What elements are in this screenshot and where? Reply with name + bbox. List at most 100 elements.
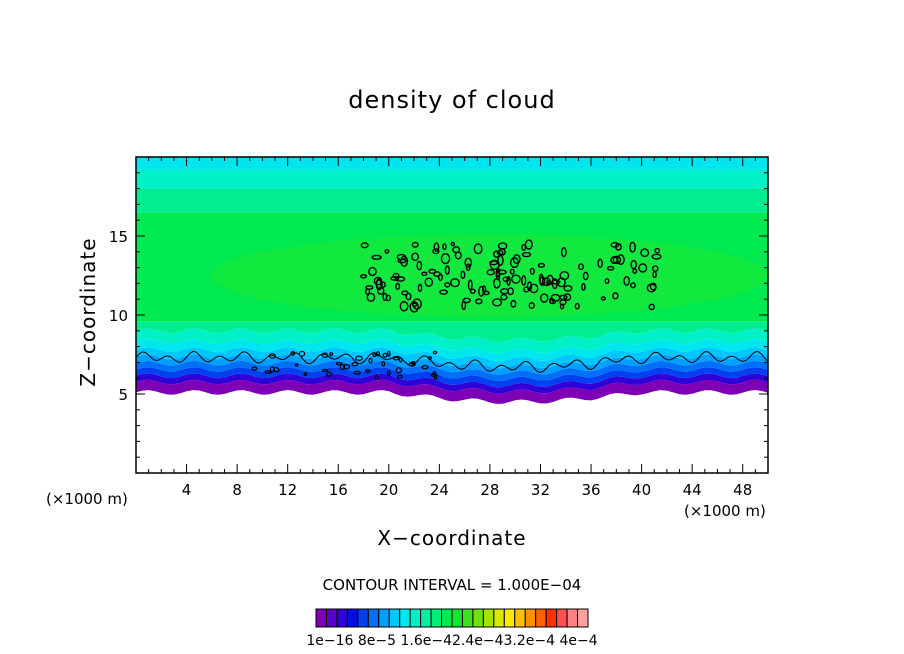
- x-unit-label-right: (×1000 m): [684, 502, 766, 520]
- contour-blob: [489, 260, 499, 266]
- contour-blob: [574, 302, 580, 310]
- contour-blob-low: [381, 360, 386, 367]
- x-tick-label: 44: [683, 481, 702, 499]
- contour-blob-low: [432, 350, 438, 355]
- contour-blob: [454, 251, 462, 260]
- contour-blob: [654, 247, 661, 254]
- x-axis-label: X−coordinate: [377, 526, 527, 550]
- contour-blob-low: [268, 353, 277, 359]
- contour-blob: [578, 263, 585, 271]
- x-tick-label: 48: [733, 481, 752, 499]
- field-band-10: [136, 188, 768, 213]
- contour-blob: [521, 275, 527, 286]
- contour-blob: [450, 278, 460, 288]
- contour-blob-low: [329, 352, 334, 356]
- field-band-3: [136, 360, 768, 382]
- colorbar-swatch: [503, 608, 516, 628]
- contour-blob: [365, 288, 371, 295]
- contour-blob-low: [303, 372, 308, 377]
- colorbar-swatch: [367, 608, 380, 628]
- contour-blob-low: [290, 351, 296, 356]
- contour-blob: [395, 282, 401, 291]
- contour-blob: [529, 267, 535, 275]
- contour-blob: [648, 303, 655, 311]
- colorbar-swatch: [577, 608, 589, 628]
- contour-blob: [495, 267, 501, 278]
- field-band-1: [136, 373, 768, 394]
- contour-blob: [444, 282, 451, 288]
- contour-blob: [538, 273, 544, 285]
- contour-blob: [375, 279, 383, 291]
- contour-blob: [539, 293, 549, 303]
- contour-blob: [523, 286, 530, 293]
- contour-blob: [497, 254, 504, 266]
- contour-blob: [630, 282, 636, 289]
- contour-blob-low: [269, 366, 276, 373]
- field-core: [211, 234, 768, 317]
- contour-blob-low: [387, 350, 391, 357]
- colorbar-swatch: [325, 608, 338, 628]
- contour-blob: [450, 241, 456, 247]
- contour-blob-low: [298, 350, 306, 357]
- colorbar-swatch: [556, 608, 568, 628]
- contour-blob: [439, 289, 449, 295]
- contour-blob: [491, 298, 503, 307]
- contour-blob: [405, 292, 412, 301]
- contour-blob: [428, 268, 437, 274]
- contour-blob: [416, 260, 423, 271]
- contour-blob: [368, 266, 377, 277]
- contour-blob: [623, 275, 631, 286]
- contour-blob: [390, 276, 400, 281]
- colorbar-labels: 1e−16 8e−5 1.6e−42.4e−43.2e−4 4e−4: [306, 633, 598, 649]
- contour-blob: [612, 255, 622, 265]
- contour-blob: [629, 241, 636, 253]
- contour-blob-low: [355, 355, 363, 361]
- contour-blob: [462, 297, 471, 304]
- contour-blob: [551, 279, 561, 285]
- contour-blob-low: [365, 368, 371, 373]
- contour-blob: [465, 263, 471, 272]
- contour-blob: [392, 272, 400, 279]
- colorbar-swatch: [472, 608, 484, 628]
- contour-blob: [496, 249, 504, 256]
- contour-blob-low: [322, 368, 329, 373]
- contour-blob: [640, 248, 650, 258]
- contour-interval-label: CONTOUR INTERVAL = 1.000E−04: [322, 576, 582, 594]
- contour-blob-low: [353, 370, 361, 375]
- contour-blob-low: [273, 367, 280, 373]
- contour-blob: [529, 283, 539, 294]
- contour-blob-low: [408, 362, 416, 367]
- colorbar-swatch: [535, 608, 547, 628]
- colorbar-swatch: [315, 608, 327, 628]
- contour-blob-low: [428, 356, 432, 361]
- contour-blob: [521, 244, 527, 251]
- contour-blob: [421, 271, 428, 277]
- contour-blob-low: [392, 356, 400, 361]
- y-tick-label: 5: [118, 386, 128, 404]
- contour-blob: [464, 257, 473, 268]
- contour-blob: [521, 251, 532, 258]
- contour-blob: [467, 279, 473, 291]
- colorbar-swatch: [336, 608, 348, 628]
- contour-blob: [409, 301, 419, 313]
- contour-blob: [615, 242, 622, 251]
- colorbar-swatch: [493, 608, 505, 628]
- contour-blob: [382, 292, 388, 302]
- contour-blob: [500, 293, 508, 301]
- contour-blob: [400, 255, 409, 267]
- contour-blob: [652, 265, 659, 272]
- contour-blob: [537, 262, 546, 268]
- contour-blob: [469, 288, 476, 295]
- x-tick-label: 16: [329, 481, 348, 499]
- field-band-8: [136, 321, 768, 343]
- contour-blob: [597, 258, 603, 269]
- x-tick-label: 8: [232, 481, 242, 499]
- contour-blob: [630, 259, 637, 270]
- field-band-12: [136, 157, 768, 170]
- contour-blob: [417, 283, 423, 293]
- contour-blob: [497, 269, 507, 275]
- contour-blob: [411, 241, 419, 248]
- contour-blob-low: [386, 370, 391, 377]
- contour-blob-low: [368, 357, 373, 364]
- contour-blob: [437, 273, 443, 282]
